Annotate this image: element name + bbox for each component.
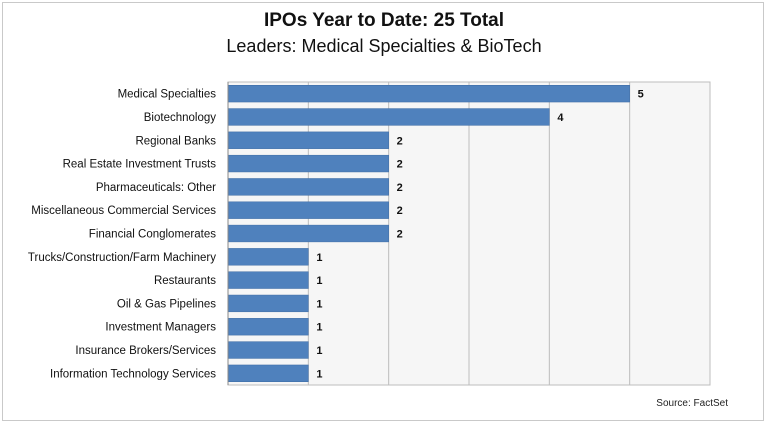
data-label: 1 <box>316 275 322 287</box>
bar <box>227 271 309 289</box>
bar <box>227 341 309 359</box>
data-label: 2 <box>397 135 403 147</box>
bar <box>227 248 309 266</box>
bar <box>227 108 550 126</box>
bar <box>227 154 389 173</box>
bar <box>227 85 630 103</box>
category-label: Medical Specialties <box>118 89 217 101</box>
category-label: Investment Managers <box>105 322 216 334</box>
data-label: 2 <box>397 182 403 194</box>
category-label: Real Estate Investment Trusts <box>63 159 217 171</box>
category-label: Financial Conglomerates <box>89 229 216 241</box>
category-label: Oil & Gas Pipelines <box>117 298 216 310</box>
data-label: 2 <box>397 229 403 241</box>
data-label: 1 <box>316 345 322 357</box>
category-label: Information Technology Services <box>50 368 216 380</box>
data-label: 1 <box>316 298 322 310</box>
bar <box>227 364 309 382</box>
bar <box>227 178 389 196</box>
data-label: 1 <box>316 368 322 380</box>
category-label: Miscellaneous Commercial Services <box>31 205 216 217</box>
source-note: Source: FactSet <box>656 398 728 409</box>
category-label: Regional Banks <box>135 135 216 147</box>
data-label: 1 <box>316 252 322 264</box>
data-label: 1 <box>316 322 322 334</box>
bar <box>227 201 389 219</box>
category-label: Insurance Brokers/Services <box>75 345 216 357</box>
category-label: Pharmaceuticals: Other <box>96 182 216 194</box>
chart-subtitle: Leaders: Medical Specialties & BioTech <box>226 36 542 56</box>
data-label: 2 <box>397 159 403 171</box>
category-label: Biotechnology <box>144 112 216 124</box>
bar <box>227 224 389 243</box>
bar <box>227 294 309 313</box>
data-label: 4 <box>557 112 564 124</box>
bar <box>227 318 309 336</box>
data-label: 5 <box>638 89 644 101</box>
chart-title: IPOs Year to Date: 25 Total <box>263 10 505 31</box>
data-label: 2 <box>397 205 403 217</box>
category-label: Trucks/Construction/Farm Machinery <box>28 252 216 264</box>
category-label: Restaurants <box>154 275 216 287</box>
bar <box>227 131 389 149</box>
